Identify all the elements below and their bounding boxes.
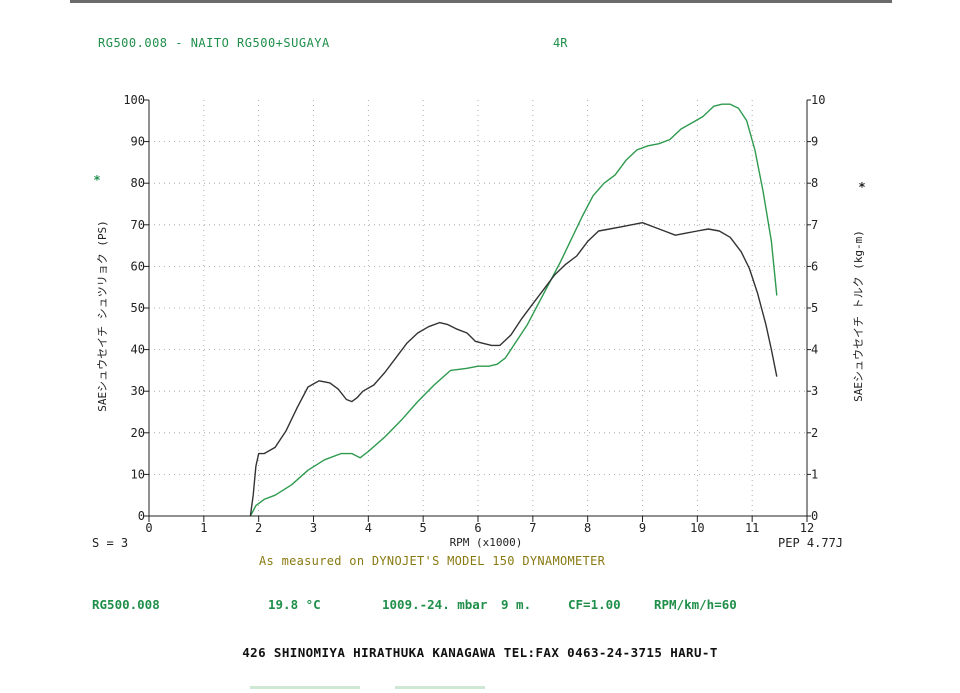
pep-value: PEP 4.77J (778, 536, 844, 550)
gear-label: 4R (553, 36, 568, 50)
x-tick-label: 11 (745, 521, 759, 535)
series-group (249, 103, 778, 517)
y-right-tick-label: 7 (811, 218, 818, 232)
y-left-tick-label: 100 (123, 93, 145, 107)
tick-labels: 0 1 2 3 4 5 6 7 8 9 10 11 12010203040506070809010001… (123, 93, 825, 535)
top-rule (70, 0, 892, 3)
address-line: 426 SHINOMIYA HIRATHUKA KANAGAWA TEL:FAX… (242, 645, 718, 660)
info-temperature: 19.8 °C (268, 597, 321, 612)
x-tick-label: 8 (584, 521, 591, 535)
y-left-tick-label: 90 (131, 135, 145, 149)
info-altitude: 9 m. (501, 597, 532, 612)
y-left-tick-label: 80 (131, 176, 145, 190)
left-axis-marker: * (93, 173, 100, 187)
power-curve (249, 103, 778, 517)
right-axis-marker: * (858, 180, 865, 194)
y-right-tick-label: 0 (811, 509, 818, 523)
info-pressure: 1009.-24. mbar (382, 597, 488, 612)
y-right-tick-label: 6 (811, 259, 818, 273)
info-correction-factor: CF=1.00 (568, 597, 621, 612)
y-right-tick-label: 10 (811, 93, 825, 107)
y-right-tick-label: 4 (811, 343, 818, 357)
y-left-tick-label: 10 (131, 467, 145, 481)
y-right-tick-label: 1 (811, 467, 818, 481)
x-tick-label: 4 (365, 521, 372, 535)
y-axis-left-label: SAEシュウセイチ シュツリョク (PS) (96, 220, 109, 412)
torque-curve (249, 221, 778, 517)
grid (149, 100, 807, 516)
run-title: RG500.008 - NAITO RG500+SUGAYA (98, 36, 330, 50)
y-left-tick-label: 0 (138, 509, 145, 523)
s-value: S = 3 (92, 536, 129, 550)
x-tick-label: 7 (529, 521, 536, 535)
x-tick-label: 12 (800, 521, 814, 535)
y-axis-right-label: SAEシュウセイチ トルク (kg-m) (852, 230, 865, 402)
y-right-tick-label: 3 (811, 384, 818, 398)
y-left-tick-label: 60 (131, 259, 145, 273)
y-left-tick-label: 50 (131, 301, 145, 315)
bottom-mark (250, 686, 360, 689)
x-axis-label: RPM (x1000) (450, 536, 523, 549)
axes (144, 99, 811, 522)
x-tick-label: 10 (690, 521, 704, 535)
x-tick-label: 1 (200, 521, 207, 535)
y-right-tick-label: 2 (811, 426, 818, 440)
x-tick-label: 2 (255, 521, 262, 535)
bottom-mark (395, 686, 485, 689)
y-left-tick-label: 20 (131, 426, 145, 440)
x-tick-label: 9 (639, 521, 646, 535)
dynamometer-note: As measured on DYNOJET'S MODEL 150 DYNAM… (259, 554, 606, 568)
y-left-tick-label: 30 (131, 384, 145, 398)
y-left-tick-label: 40 (131, 343, 145, 357)
y-right-tick-label: 5 (811, 301, 818, 315)
info-rpm-ratio: RPM/km/h=60 (654, 597, 737, 612)
y-left-tick-label: 70 (131, 218, 145, 232)
info-run-id: RG500.008 (92, 597, 160, 612)
x-tick-label: 6 (474, 521, 481, 535)
x-tick-label: 3 (310, 521, 317, 535)
x-tick-label: 0 (145, 521, 152, 535)
y-right-tick-label: 9 (811, 135, 818, 149)
x-tick-label: 5 (420, 521, 427, 535)
y-right-tick-label: 8 (811, 176, 818, 190)
